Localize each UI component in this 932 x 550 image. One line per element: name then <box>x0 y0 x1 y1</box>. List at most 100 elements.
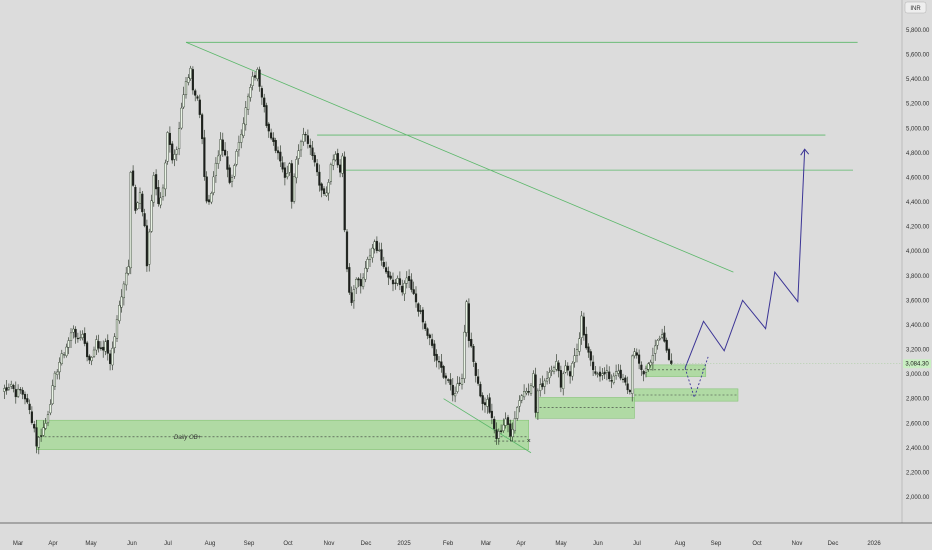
candle-body <box>474 362 477 376</box>
candle-body <box>552 367 556 372</box>
candle-body <box>230 177 234 182</box>
candle-body <box>281 162 284 170</box>
candle <box>633 347 636 359</box>
candle-body <box>493 418 496 429</box>
candle <box>270 128 273 141</box>
candle-body <box>327 182 330 194</box>
candle <box>479 381 482 398</box>
candle-body <box>44 423 47 429</box>
candle-body <box>431 339 434 346</box>
candle <box>37 436 40 455</box>
candle <box>516 406 519 421</box>
candle-body <box>543 380 546 387</box>
candle <box>230 174 234 188</box>
candle-body <box>102 346 105 351</box>
candle <box>638 349 641 370</box>
candle-body <box>263 97 266 108</box>
candle <box>345 229 349 273</box>
candle <box>125 266 128 291</box>
candle-body <box>502 424 505 431</box>
candle-body <box>396 278 399 284</box>
candle-body <box>125 272 128 286</box>
candle-body <box>624 377 627 383</box>
candle-body <box>60 353 63 364</box>
candle <box>244 100 247 131</box>
candle <box>58 357 61 380</box>
y-tick-label: 2,200.00 <box>906 470 930 476</box>
candle <box>152 171 155 207</box>
candle-body <box>587 346 590 353</box>
candle <box>417 302 420 317</box>
candle <box>640 361 643 376</box>
candle-body <box>398 278 401 285</box>
candle <box>14 381 17 404</box>
y-tick-label: 5,600.00 <box>906 53 930 59</box>
candle <box>621 373 625 383</box>
candle-body <box>154 174 158 190</box>
currency-label: INR <box>910 6 921 12</box>
y-tick-label: 3,200.00 <box>906 348 930 354</box>
candle-body <box>417 303 420 312</box>
candle-body <box>212 176 215 193</box>
candle <box>65 343 68 358</box>
candle <box>426 327 429 340</box>
candle <box>111 341 114 371</box>
candle <box>288 162 291 176</box>
candle <box>327 179 330 201</box>
y-tick-label: 5,200.00 <box>906 102 930 108</box>
y-tick-label: 4,200.00 <box>906 225 930 231</box>
candle <box>161 184 165 201</box>
candle <box>617 364 620 377</box>
candle-body <box>12 385 15 390</box>
candle-body <box>582 316 585 336</box>
y-tick-label: 3,600.00 <box>906 298 930 304</box>
candle-body <box>412 289 415 294</box>
candle <box>424 320 427 332</box>
candle-body <box>67 340 70 348</box>
candle-body <box>10 384 13 387</box>
candle <box>550 365 553 377</box>
candle-body <box>612 375 615 383</box>
candle-body <box>341 155 344 174</box>
candle <box>654 339 657 361</box>
candle-body <box>651 355 654 364</box>
y-tick-label: 5,000.00 <box>906 126 930 132</box>
candle <box>440 354 443 373</box>
candle <box>99 341 102 351</box>
price-axis[interactable]: 5,800.00 5,600.00 5,400.00 5,200.00 5,000.00… <box>901 0 932 523</box>
candle-body <box>513 418 516 431</box>
candle <box>260 85 263 105</box>
candle-body <box>189 67 192 79</box>
candle <box>477 369 480 386</box>
candle-body <box>304 134 307 136</box>
candle <box>502 418 505 433</box>
candle-body <box>37 437 40 448</box>
candle <box>299 139 303 157</box>
candle-body <box>573 355 576 363</box>
candle <box>95 335 98 355</box>
candle <box>7 383 10 391</box>
candle <box>626 376 629 395</box>
candle <box>665 337 668 353</box>
candle-body <box>228 167 231 183</box>
candle <box>571 361 574 381</box>
candle-body <box>111 347 114 366</box>
order-block-zone <box>36 419 529 450</box>
candle <box>458 376 461 387</box>
time-axis[interactable]: Mar Apr May Jun Jul Aug Sep Oct Nov Dec 2025 Feb Mar… <box>0 522 932 547</box>
candle <box>601 368 604 381</box>
candle-body <box>665 339 668 351</box>
currency-badge[interactable]: INR <box>904 1 927 14</box>
x-tick-label: Feb <box>443 541 454 547</box>
candle <box>143 208 146 228</box>
candle <box>290 159 293 209</box>
candle <box>127 259 130 276</box>
candle-body <box>608 371 611 380</box>
candle <box>198 94 201 119</box>
candle <box>274 137 277 154</box>
candle <box>21 387 24 400</box>
candle-body <box>605 370 608 373</box>
last-price-label: 3,084.30 <box>905 362 929 368</box>
